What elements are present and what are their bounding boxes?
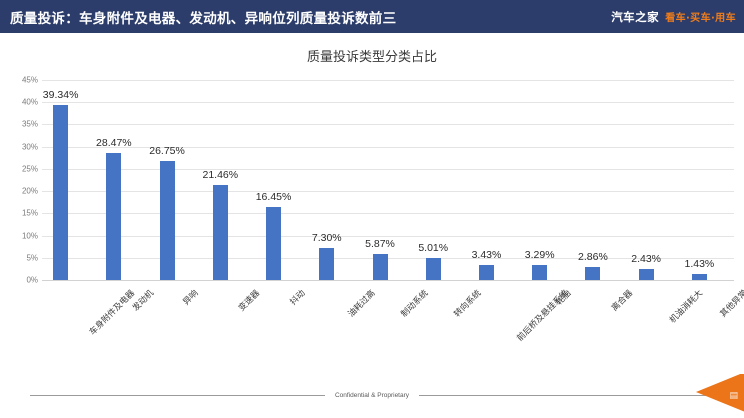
gridline (42, 124, 734, 126)
y-axis-tick-label: 5% (26, 253, 38, 263)
corner-triangle-icon (696, 374, 744, 414)
bar-value-label: 39.34% (42, 89, 79, 102)
bar[interactable] (691, 273, 707, 280)
y-axis-tick-label: 10% (21, 231, 38, 241)
footer: Confidential & Proprietary (0, 388, 744, 402)
y-axis-tick-label: 30% (21, 142, 38, 152)
x-axis-tick-label: 油耗过高 (346, 288, 378, 320)
bar[interactable] (159, 161, 175, 280)
gridline (42, 146, 734, 148)
y-axis-tick-label: 20% (21, 186, 38, 196)
footer-rule-left (29, 394, 325, 396)
bar-value-label: 3.43% (471, 248, 502, 261)
bar[interactable] (638, 269, 654, 280)
chart-title: 质量投诉类型分类占比 (306, 50, 437, 65)
bar-value-label: 21.46% (202, 168, 239, 181)
gridline (42, 191, 734, 193)
brand-logo: 汽车之家 看车·买车·用车 (611, 9, 736, 25)
bar-value-label: 26.75% (149, 145, 185, 158)
page-title: 质量投诉：车身附件及电器、发动机、异响位列质量投诉数前三 (10, 10, 397, 27)
bar-value-label: 3.29% (524, 249, 555, 262)
bar[interactable] (319, 247, 335, 280)
brand-name: 汽车之家 (611, 9, 660, 24)
chart-x-axis-labels: 车身附件及电器 发动机 异响 变速器 抖动 油耗过高 制动系统 转向系统 前后桥及悬挂系统 轮胎离… (0, 287, 744, 367)
bar-value-label: 5.01% (418, 241, 449, 254)
bar[interactable] (266, 206, 282, 280)
bar[interactable] (478, 264, 494, 280)
x-axis-tick-label: 变速器 (237, 288, 263, 314)
header-bar: 质量投诉：车身附件及电器、发动机、异响位列质量投诉数前三 汽车之家 看车·买车·… (0, 0, 744, 33)
y-axis-tick-label: 40% (21, 97, 38, 107)
gridline (42, 280, 734, 281)
bar[interactable] (53, 105, 69, 280)
header-divider (0, 33, 744, 35)
footer-rule-right (419, 394, 715, 396)
y-axis-tick-label: 35% (21, 119, 38, 129)
bar-value-label: 2.86% (578, 251, 608, 264)
chart-plot-wrapper: 0% 5% 10% 15% 20% 25% 30% 35% 40% 45% 39.34% 28.47%… (0, 72, 744, 287)
bar-value-label: 16.45% (255, 190, 292, 203)
gridline (42, 168, 734, 170)
y-axis-tick-label: 0% (26, 275, 38, 285)
x-axis-tick-label: 离合器 (609, 288, 635, 314)
corner-glyph-icon: ▤ (729, 391, 738, 401)
gridline (42, 80, 734, 81)
x-axis-tick-label: 其他异常 (718, 288, 744, 320)
x-axis-tick-label: 车身附件及电器 (87, 288, 137, 338)
bar[interactable] (532, 265, 548, 280)
x-axis-tick-label: 转向系统 (452, 288, 484, 320)
x-axis-tick-label: 制动系统 (399, 288, 431, 320)
gridline (42, 235, 734, 237)
y-axis-tick-label: 45% (21, 75, 38, 85)
y-axis-tick-label: 15% (21, 208, 38, 218)
gridline (42, 213, 734, 215)
bar[interactable] (425, 257, 441, 280)
gridline (42, 102, 734, 104)
gridline (42, 257, 734, 259)
bar-value-label: 2.43% (631, 253, 662, 266)
brand-slogan: 看车·买车·用车 (665, 13, 736, 24)
bar[interactable] (372, 253, 388, 280)
bar[interactable] (106, 153, 122, 280)
x-axis-tick-label: 机油消耗大 (668, 288, 706, 326)
corner-decoration: ▤ (690, 374, 744, 418)
y-axis-tick-label: 25% (21, 164, 38, 174)
bar[interactable] (585, 267, 601, 280)
bar-value-label: 1.43% (684, 257, 715, 270)
bar[interactable] (212, 184, 228, 280)
bar-value-label: 28.47% (96, 137, 132, 150)
x-axis-tick-label: 异响 (181, 288, 201, 308)
footer-text: Confidential & Proprietary (334, 391, 410, 399)
bar-value-label: 7.30% (311, 231, 342, 244)
x-axis-tick-label: 抖动 (287, 288, 308, 308)
bar-value-label: 5.87% (365, 237, 395, 250)
chart-plot-area: 0% 5% 10% 15% 20% 25% 30% 35% 40% 45% 39.34% 28.47%… (22, 76, 734, 285)
